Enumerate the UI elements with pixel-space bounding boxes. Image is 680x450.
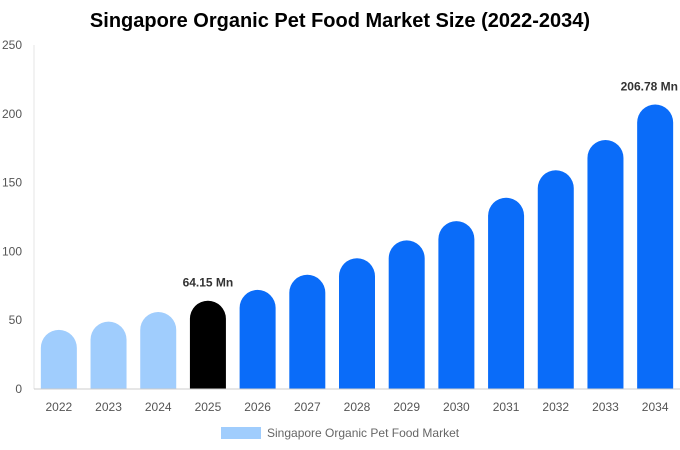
y-tick-label: 150 [2,176,22,190]
bars [40,104,674,390]
bar-2027 [289,274,326,389]
chart-title: Singapore Organic Pet Food Market Size (… [90,10,590,32]
x-tick-label-2029: 2029 [393,400,420,414]
x-tick-label-2023: 2023 [95,400,122,414]
y-tick-label: 200 [2,107,22,121]
bar-2025 [189,300,226,389]
x-axis-ticks: 2022 2023 2024 2025 2026 2027 2028 2029 2030 2031… [45,400,668,414]
x-tick-label-2027: 2027 [294,400,321,414]
y-axis-ticks: 0 50 100 150 200 250 [2,38,22,396]
bar-2023 [90,321,127,389]
x-tick-label-2025: 2025 [195,400,222,414]
y-tick-label: 50 [9,313,23,327]
y-tick-label: 100 [2,244,22,258]
x-tick-label-2030: 2030 [443,400,470,414]
bar-2031 [488,197,525,389]
data-label-2034: 206.78 Mn [621,79,678,93]
bar-2026 [239,289,276,389]
x-tick-label-2022: 2022 [45,400,72,414]
legend: Singapore Organic Pet Food Market [221,426,460,440]
bar-2029 [388,240,425,389]
data-labels: 64.15 Mn 206.78 Mn [183,79,678,289]
bar-2030 [438,221,475,389]
y-tick-label: 0 [15,382,22,396]
bar-2022 [40,329,77,389]
legend-label: Singapore Organic Pet Food Market [267,426,460,440]
data-label-2025: 64.15 Mn [183,276,234,290]
bar-2033 [587,139,624,389]
x-tick-label-2028: 2028 [344,400,371,414]
bar-2034 [637,104,674,390]
x-tick-label-2026: 2026 [244,400,271,414]
legend-swatch [221,427,261,439]
bar-2024 [140,311,177,389]
x-tick-label-2032: 2032 [542,400,569,414]
x-tick-label-2033: 2033 [592,400,619,414]
x-tick-label-2031: 2031 [493,400,520,414]
x-tick-label-2024: 2024 [145,400,172,414]
y-tick-label: 250 [2,38,22,52]
bar-2028 [339,258,375,389]
x-tick-label-2034: 2034 [642,400,669,414]
bar-2032 [537,170,574,389]
